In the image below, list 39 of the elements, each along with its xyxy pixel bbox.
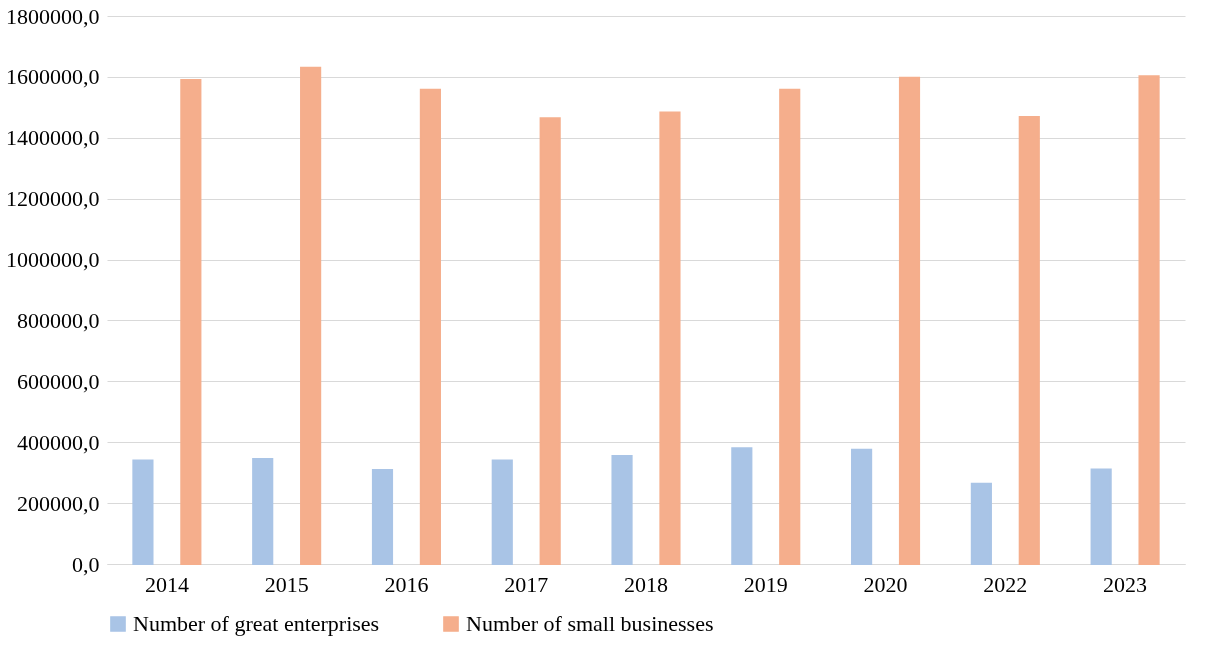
y-tick-label: 1400000,0 <box>6 125 100 151</box>
x-tick-label: 2023 <box>1103 571 1148 597</box>
y-tick-label: 1000000,0 <box>6 247 100 273</box>
y-tick-label: 600000,0 <box>17 368 100 394</box>
y-tick-label: 200000,0 <box>17 490 100 516</box>
x-tick-label: 2015 <box>264 571 309 597</box>
y-tick-label: 1600000,0 <box>6 64 100 90</box>
bar <box>252 457 274 565</box>
x-tick-label: 2017 <box>504 571 549 597</box>
x-tick-label: 2020 <box>863 571 908 597</box>
y-tick-label: 800000,0 <box>17 307 100 333</box>
x-tick-label: 2016 <box>384 571 429 597</box>
y-tick-label: 0,0 <box>72 551 100 577</box>
legend-label: Number of great enterprises <box>133 611 380 636</box>
bar <box>491 459 513 565</box>
y-tick-label: 400000,0 <box>17 429 100 455</box>
bar <box>1018 116 1040 565</box>
bar <box>300 66 322 565</box>
bar <box>731 447 753 565</box>
bar <box>779 88 801 565</box>
bar <box>1138 75 1160 565</box>
bar <box>1090 468 1112 565</box>
bar <box>851 448 873 565</box>
bar <box>371 468 394 565</box>
x-tick-label: 2018 <box>624 571 668 597</box>
x-tick-label: 2014 <box>144 571 189 597</box>
bar <box>659 111 681 565</box>
bar <box>132 459 154 565</box>
bar <box>419 88 441 565</box>
bar <box>970 482 992 565</box>
x-tick-label: 2022 <box>983 571 1028 597</box>
bar <box>539 117 561 565</box>
bar <box>611 454 633 565</box>
bar <box>898 76 921 565</box>
y-tick-label: 1200000,0 <box>6 186 100 212</box>
legend-label: Number of small businesses <box>466 611 714 636</box>
bar <box>180 78 202 565</box>
x-tick-label: 2019 <box>743 571 788 597</box>
y-tick-label: 1800000,0 <box>6 3 100 29</box>
